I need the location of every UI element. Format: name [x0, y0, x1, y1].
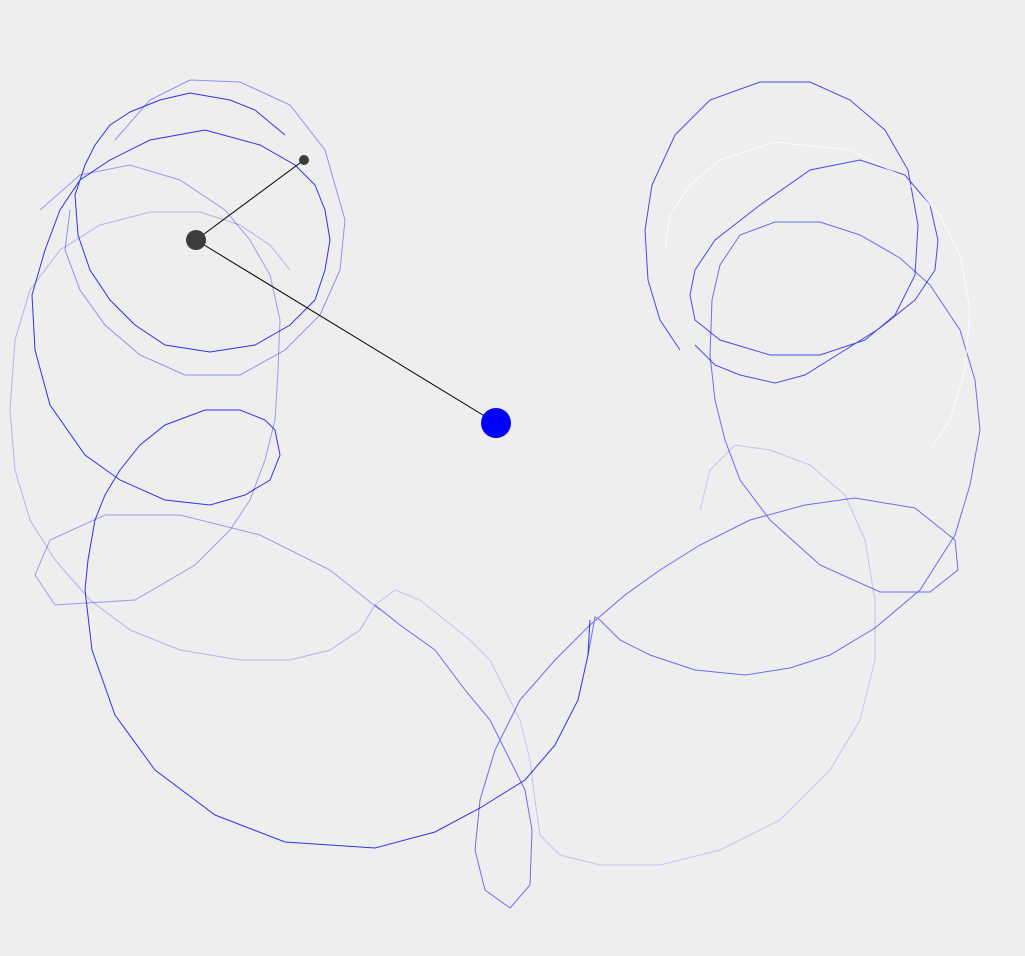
trail-segment	[31, 92, 591, 849]
trail-segment	[374, 221, 981, 909]
trail-segment	[64, 79, 346, 376]
trail-group	[9, 79, 981, 909]
pendulum-pivot[interactable]	[481, 408, 511, 438]
trail-segment	[644, 81, 939, 384]
pendulum-arm-lower	[195, 159, 305, 241]
trail-segment	[34, 164, 381, 611]
pendulum-arm-upper	[195, 239, 497, 424]
pendulum-tip[interactable]	[299, 155, 309, 165]
trail-segment	[374, 444, 876, 866]
trail-segment	[664, 141, 971, 451]
pendulum-middle-joint[interactable]	[186, 230, 206, 250]
trail-segment	[9, 211, 376, 661]
